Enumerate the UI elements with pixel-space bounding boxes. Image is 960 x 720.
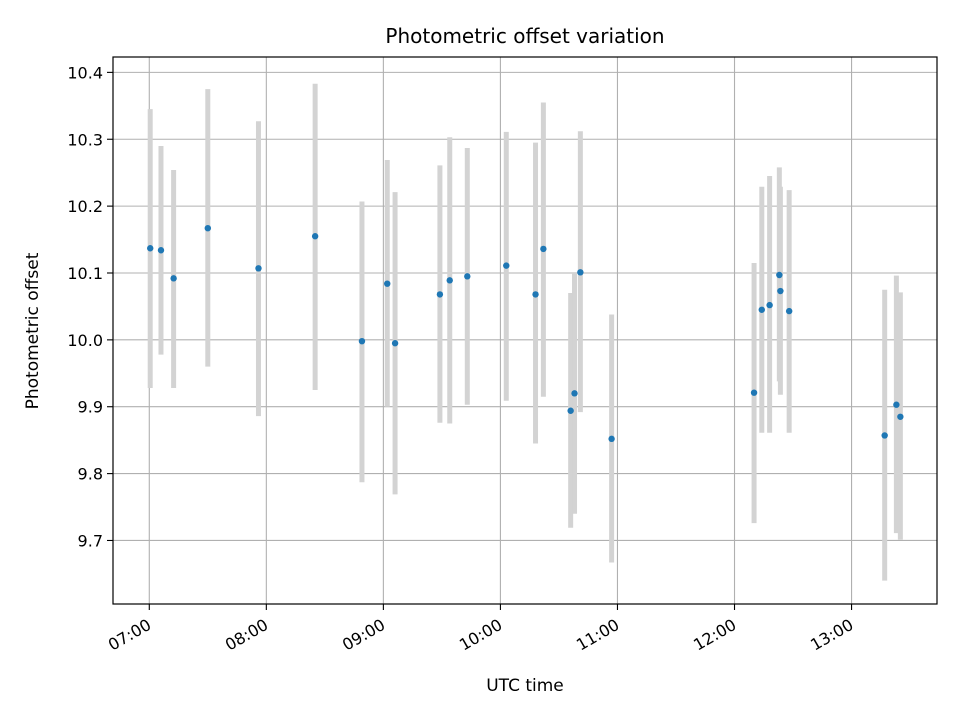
y-tick-label: 10.3 — [67, 130, 103, 149]
y-tick-label: 10.0 — [67, 331, 103, 350]
data-point — [777, 287, 784, 295]
data-point — [147, 245, 154, 252]
data-point — [311, 233, 319, 240]
data-point — [204, 224, 212, 232]
data-point — [785, 307, 793, 315]
y-tick-label: 10.2 — [67, 197, 103, 216]
data-point — [758, 306, 765, 313]
data-point — [567, 407, 574, 414]
data-point — [391, 340, 399, 347]
data-point — [157, 247, 165, 254]
data-point — [540, 245, 547, 253]
data-point — [750, 389, 758, 396]
y-axis-ticks: 9.7 9.8 9.9 10.0 10.1 10.2 10.3 10.4 — [67, 63, 113, 550]
data-point — [170, 275, 177, 282]
data-point — [464, 273, 471, 280]
data-point — [608, 435, 615, 443]
data-point — [436, 291, 444, 298]
y-tick-label: 9.8 — [78, 465, 103, 484]
y-axis-label: Photometric offset — [23, 252, 43, 409]
data-point — [446, 277, 453, 284]
data-point — [532, 291, 539, 298]
y-tick-label: 9.7 — [78, 531, 103, 550]
data-point — [776, 271, 783, 279]
chart-title: Photometric offset variation — [385, 24, 664, 48]
data-point — [571, 390, 578, 397]
data-point — [358, 337, 366, 345]
data-point — [384, 280, 391, 287]
y-tick-label: 10.4 — [67, 63, 103, 82]
data-point — [766, 301, 773, 309]
plot-area-frame — [112, 56, 938, 605]
data-points — [147, 224, 904, 443]
y-tick-label: 10.1 — [67, 264, 103, 283]
data-point — [881, 432, 888, 439]
data-point — [893, 401, 900, 408]
data-point — [503, 262, 510, 269]
y-tick-label: 9.9 — [78, 398, 103, 417]
data-point — [255, 265, 262, 272]
x-axis-label: UTC time — [486, 676, 564, 696]
data-point — [897, 413, 904, 420]
grid-lines — [113, 57, 937, 604]
data-point — [577, 269, 584, 276]
